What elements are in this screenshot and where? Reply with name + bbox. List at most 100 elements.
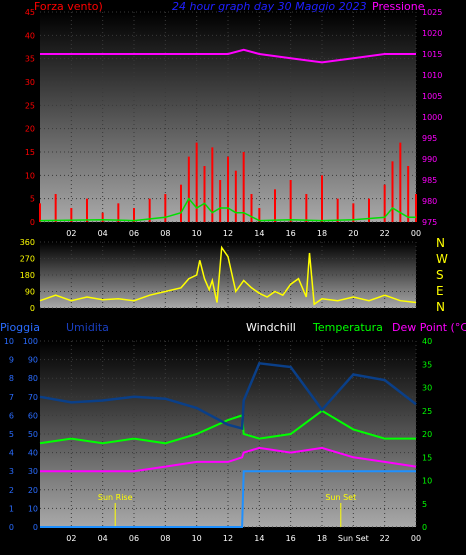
chart-title: 24 hour graph day 30 Maggio 2023 xyxy=(172,0,367,13)
pressure-tick: 990 xyxy=(422,155,437,164)
temp-tick: 10 xyxy=(422,477,432,486)
x-tick: 10 xyxy=(192,229,202,238)
x-tick: 04 xyxy=(98,534,108,543)
wind-pressure-panel: Forza vento) 24 hour graph day 30 Maggio… xyxy=(25,0,443,238)
rain-tick: 6 xyxy=(9,411,14,420)
sun-label: Sun Rise xyxy=(98,493,133,502)
rain-tick: 10 xyxy=(4,337,14,346)
x-tick: 06 xyxy=(129,534,139,543)
x-tick: 22 xyxy=(380,229,390,238)
wind-tick: 5 xyxy=(30,195,35,204)
temp-tick: 20 xyxy=(422,430,432,439)
compass-label: W xyxy=(436,252,448,266)
wind-tick: 0 xyxy=(30,218,35,227)
direction-tick: 180 xyxy=(20,271,35,280)
wind-tick: 45 xyxy=(25,8,35,17)
x-tick: Sun Set xyxy=(338,534,369,543)
temp-tick: 30 xyxy=(422,384,432,393)
rain-tick: 3 xyxy=(9,467,14,476)
temp-humidity-panel: Pioggia Umidita Windchill Temperatura De… xyxy=(0,321,466,543)
humidity-tick: 10 xyxy=(28,504,38,513)
x-tick: 22 xyxy=(380,534,390,543)
x-tick: 12 xyxy=(223,534,233,543)
x-tick: 16 xyxy=(286,229,296,238)
rain-tick: 5 xyxy=(9,430,14,439)
x-tick: 08 xyxy=(160,534,170,543)
pressure-tick: 1005 xyxy=(422,92,442,101)
x-tick: 10 xyxy=(192,534,202,543)
gust-line xyxy=(39,197,416,222)
rain-tick: 0 xyxy=(9,523,14,532)
rain-tick: 8 xyxy=(9,374,14,383)
rain-axis-label: Pioggia xyxy=(0,321,40,334)
humidity-tick: 50 xyxy=(28,430,38,439)
x-tick: 08 xyxy=(160,229,170,238)
wind-tick: 40 xyxy=(25,31,35,40)
x-tick: 00 xyxy=(411,229,421,238)
pressure-tick: 1025 xyxy=(422,8,442,17)
rain-line xyxy=(40,470,416,528)
humidity-axis-label: Umidita xyxy=(66,321,109,334)
pressure-tick: 1015 xyxy=(422,50,442,59)
compass-label: N xyxy=(436,300,445,314)
humidity-line xyxy=(39,361,417,430)
x-tick: 20 xyxy=(348,229,358,238)
pressure-tick: 985 xyxy=(422,176,437,185)
rain-tick: 2 xyxy=(9,486,14,495)
dewpoint-label: Dew Point (°C) xyxy=(392,321,466,334)
wind-tick: 15 xyxy=(25,148,35,157)
x-tick: 18 xyxy=(317,229,327,238)
wind-axis-label: Forza vento) xyxy=(34,0,103,13)
pressure-axis-label: Pressione xyxy=(372,0,425,13)
rain-tick: 7 xyxy=(9,393,14,402)
pressure-tick: 975 xyxy=(422,218,437,227)
x-tick: 02 xyxy=(66,229,76,238)
temperature-label: Temperatura xyxy=(312,321,383,334)
direction-line xyxy=(39,245,417,306)
humidity-tick: 80 xyxy=(28,374,38,383)
x-tick: 02 xyxy=(66,534,76,543)
temp-tick: 15 xyxy=(422,453,432,462)
wind-tick: 25 xyxy=(25,101,35,110)
temp-tick: 0 xyxy=(422,523,427,532)
compass-label: N xyxy=(436,236,445,250)
humidity-tick: 70 xyxy=(28,393,38,402)
wind-tick: 30 xyxy=(25,78,35,87)
x-tick: 14 xyxy=(254,534,264,543)
compass-label: S xyxy=(436,268,444,282)
wind-tick: 35 xyxy=(25,55,35,64)
pressure-tick: 1000 xyxy=(422,113,442,122)
direction-tick: 360 xyxy=(20,238,35,247)
rain-tick: 1 xyxy=(9,504,14,513)
humidity-tick: 40 xyxy=(28,449,38,458)
direction-tick: 270 xyxy=(20,255,35,264)
x-tick: 04 xyxy=(98,229,108,238)
compass-label: E xyxy=(436,284,444,298)
humidity-tick: 100 xyxy=(23,337,38,346)
temp-tick: 5 xyxy=(422,500,427,509)
x-tick: 14 xyxy=(254,229,264,238)
pressure-tick: 1020 xyxy=(422,29,442,38)
humidity-tick: 60 xyxy=(28,411,38,420)
pressure-tick: 980 xyxy=(422,197,437,206)
x-tick: 00 xyxy=(411,534,421,543)
humidity-tick: 20 xyxy=(28,486,38,495)
x-tick: 18 xyxy=(317,534,327,543)
direction-tick: 90 xyxy=(25,288,35,297)
rain-tick: 9 xyxy=(9,356,14,365)
rain-tick: 4 xyxy=(9,449,14,458)
temp-tick: 35 xyxy=(422,360,432,369)
wind-tick: 10 xyxy=(25,171,35,180)
sun-label: Sun Set xyxy=(325,493,356,502)
x-tick: 12 xyxy=(223,229,233,238)
dewpoint-line xyxy=(40,446,417,473)
x-tick: 16 xyxy=(286,534,296,543)
humidity-tick: 0 xyxy=(33,523,38,532)
temp-tick: 40 xyxy=(422,337,432,346)
x-tick: 06 xyxy=(129,229,139,238)
direction-tick: 0 xyxy=(30,304,35,313)
pressure-tick: 1010 xyxy=(422,71,442,80)
wind-tick: 20 xyxy=(25,125,35,134)
